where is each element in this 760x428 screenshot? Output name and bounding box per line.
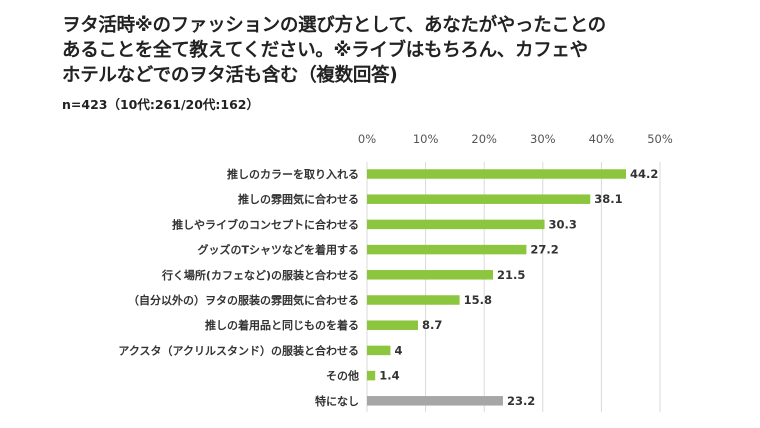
data-label: 30.3 xyxy=(549,217,577,231)
data-label: 1.4 xyxy=(379,369,399,383)
data-label: 23.2 xyxy=(507,394,535,408)
chart-subtitle: n=423（10代:261/20代:162） xyxy=(62,97,260,112)
category-label: 特になし xyxy=(315,394,359,408)
category-label: その他 xyxy=(326,369,359,383)
category-label: 推しのカラーを取り入れる xyxy=(227,167,359,181)
bar xyxy=(367,194,591,204)
category-label: 行く場所(カフェなど)の服装と合わせる xyxy=(161,268,359,282)
x-tick-label: 30% xyxy=(530,132,556,146)
bar xyxy=(367,320,418,330)
bar xyxy=(367,219,545,230)
chart-title-line: ヲタ活時※のファッションの選び方として、あなたがやったことの xyxy=(62,15,606,36)
x-tick-label: 50% xyxy=(647,132,673,146)
category-label: （自分以外の）ヲタの服装の雰囲気に合わせる xyxy=(128,293,359,307)
data-label: 27.2 xyxy=(530,243,558,257)
category-label: 推しの雰囲気に合わせる xyxy=(238,192,359,206)
chart-title: ヲタ活時※のファッションの選び方として、あなたがやったことの あることを全て教え… xyxy=(62,13,702,88)
data-label: 44.2 xyxy=(630,167,658,181)
chart-title-line: あることを全て教えてください。※ライブはもちろん、カフェや xyxy=(62,40,588,61)
data-label: 38.1 xyxy=(594,192,622,206)
data-label: 21.5 xyxy=(497,268,525,282)
category-label: グッズのTシャツなどを着用する xyxy=(197,243,359,257)
bar xyxy=(367,295,460,305)
chart-title-line: ホテルなどでのヲタ活も含む（複数回答) xyxy=(62,65,398,86)
data-label: 4 xyxy=(394,343,402,357)
x-tick-label: 40% xyxy=(589,132,615,146)
bar xyxy=(367,396,503,406)
x-tick-label: 20% xyxy=(471,132,497,146)
bar xyxy=(367,370,376,381)
bar xyxy=(367,345,391,356)
bar xyxy=(367,169,627,179)
x-tick-label: 10% xyxy=(413,132,439,146)
category-label: 推しやライブのコンセプトに合わせる xyxy=(172,217,359,231)
category-label: アクスタ（アクリルスタンド）の服装と合わせる xyxy=(118,343,359,357)
data-label: 15.8 xyxy=(464,293,492,307)
x-tick-label: 0% xyxy=(358,132,376,146)
category-label: 推しの着用品と同じものを着る xyxy=(205,318,359,332)
bar xyxy=(367,270,493,280)
data-label: 8.7 xyxy=(422,318,442,332)
bar xyxy=(367,244,527,255)
